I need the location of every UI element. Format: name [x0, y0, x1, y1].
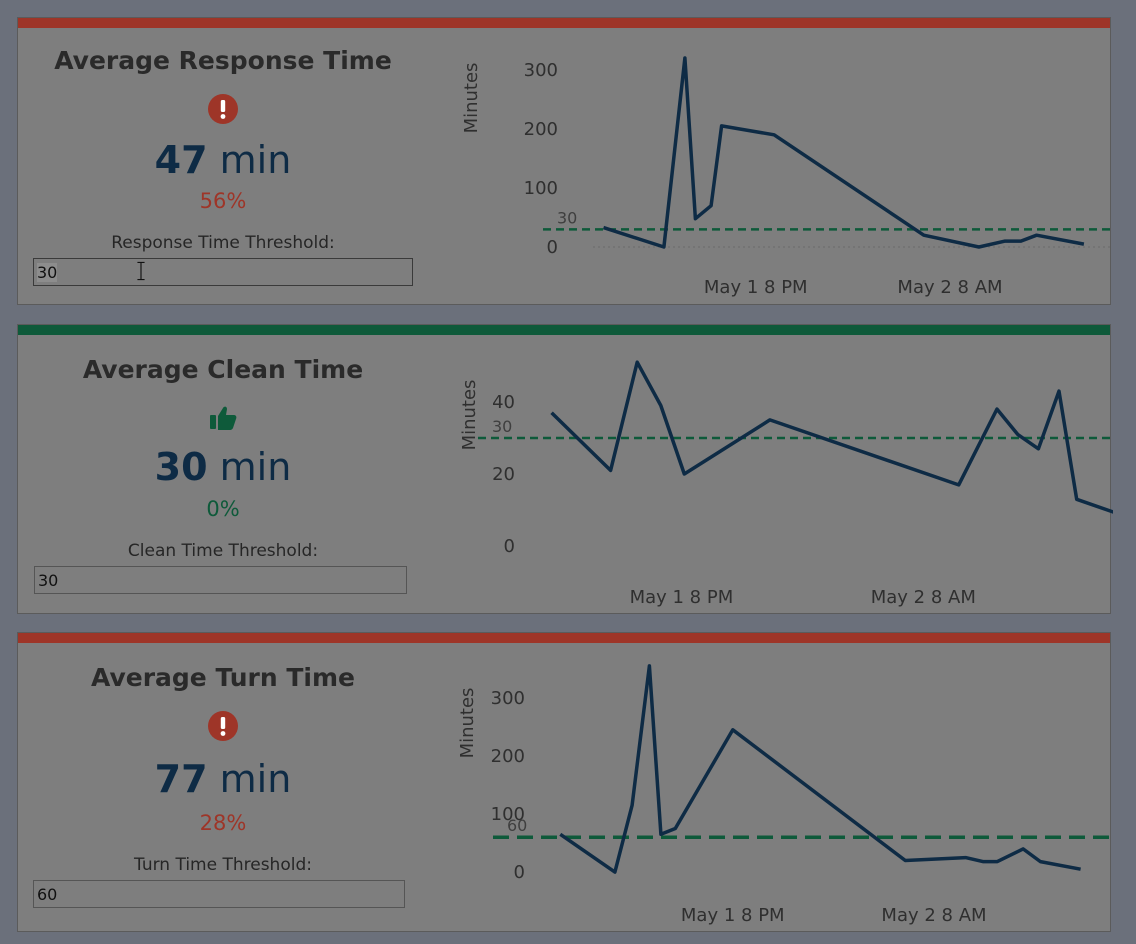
y-tick-label: 0	[504, 536, 515, 557]
pct-over-threshold: 56%	[199, 189, 247, 213]
text-cursor-icon	[137, 261, 145, 281]
x-tick-label: May 1 8 PM	[630, 587, 734, 607]
panel-title: Average Response Time	[54, 46, 392, 75]
x-tick-label: May 2 8 AM	[881, 905, 986, 926]
status-bar	[18, 18, 1110, 28]
status-bar	[18, 633, 1110, 643]
x-tick-label: May 2 8 AM	[871, 587, 976, 607]
clean-time-chart: Minutes 0 20 40 May 1 8 PM May 2 8 AM 30	[459, 360, 1113, 607]
y-tick-label: 100	[524, 178, 558, 199]
x-tick-label: May 2 8 AM	[897, 277, 1002, 298]
y-tick-label: 300	[524, 60, 558, 81]
y-tick-label: 0	[514, 862, 525, 883]
kpi-area: Average Clean Time 30 min 0% Clean Time …	[18, 335, 428, 613]
threshold-input[interactable]: 30	[33, 258, 413, 286]
threshold-line-label: 30	[557, 208, 577, 227]
series-line	[550, 360, 1113, 514]
kpi-area: Average Turn Time 77 min 28% Turn Time T…	[18, 643, 428, 931]
threshold-line-label: 30	[492, 417, 512, 436]
y-tick-label: 0	[547, 237, 558, 258]
threshold-label: Response Time Threshold:	[111, 233, 335, 253]
series-line	[559, 664, 1081, 874]
x-tick-label: May 1 8 PM	[704, 277, 808, 298]
kpi-value: 77 min	[154, 757, 292, 801]
response-time-chart: Minutes 0 100 200 300 May 1 8 PM May 2 8 AM 30	[461, 56, 1113, 298]
series-line	[602, 56, 1085, 249]
y-axis-label: Minutes	[459, 380, 480, 451]
y-tick-label: 200	[524, 119, 558, 140]
turn-time-chart: Minutes 0 100 200 300 May 1 8 PM May 2 8 AM 60	[457, 664, 1113, 926]
y-axis-label: Minutes	[461, 63, 482, 134]
y-axis-label: Minutes	[457, 688, 478, 759]
pct-over-threshold: 28%	[199, 811, 247, 835]
threshold-input[interactable]: 30	[34, 566, 407, 594]
y-tick-label: 300	[491, 688, 525, 709]
pct-over-threshold: 0%	[206, 497, 240, 521]
threshold-input[interactable]: 60	[33, 880, 405, 908]
panel-title: Average Turn Time	[90, 663, 356, 692]
threshold-line-label: 60	[507, 816, 527, 835]
y-tick-label: 200	[491, 746, 525, 767]
thumbs-up-icon	[18, 405, 428, 435]
exclamation-circle-icon	[18, 94, 428, 128]
panel-title: Average Clean Time	[82, 355, 364, 384]
response-time-panel: Average Response Time 47 min 56% Respons…	[17, 17, 1113, 305]
threshold-label: Clean Time Threshold:	[127, 541, 319, 561]
status-bar	[18, 325, 1110, 335]
kpi-value: 30 min	[154, 445, 292, 489]
y-tick-label: 100	[491, 804, 525, 825]
kpi-area: Average Response Time 47 min 56% Respons…	[18, 28, 428, 304]
x-tick-label: May 1 8 PM	[681, 905, 785, 926]
kpi-value: 47 min	[154, 138, 292, 182]
turn-time-panel: Average Turn Time 77 min 28% Turn Time T…	[17, 632, 1113, 932]
threshold-label: Turn Time Threshold:	[134, 855, 312, 875]
y-tick-label: 40	[492, 392, 515, 413]
clean-time-panel: Average Clean Time 30 min 0% Clean Time …	[17, 324, 1113, 614]
y-tick-label: 20	[492, 464, 515, 485]
exclamation-circle-icon	[18, 711, 428, 745]
